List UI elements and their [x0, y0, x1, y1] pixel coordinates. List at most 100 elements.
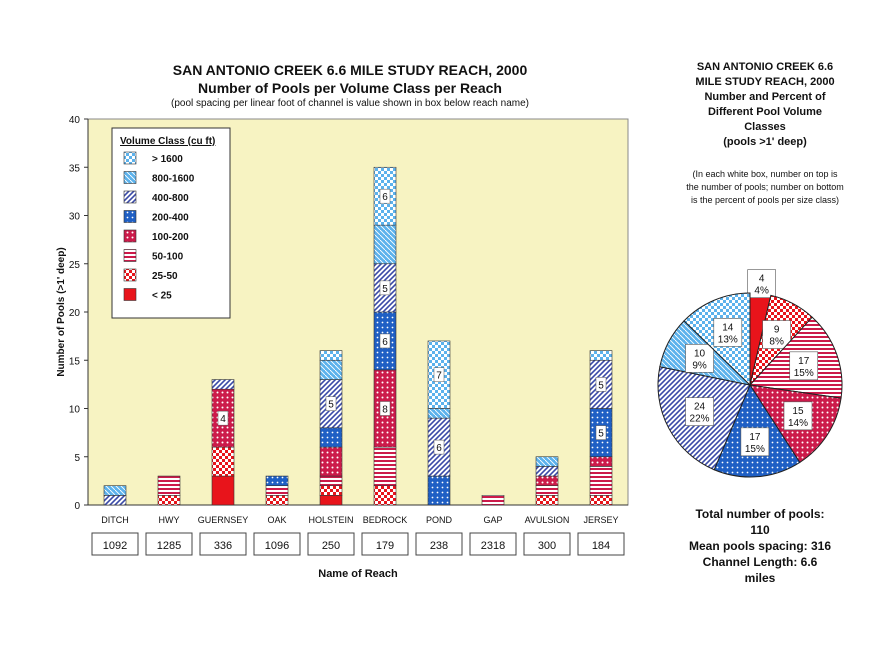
x-tick-label: POND — [426, 515, 453, 525]
x-tick-label: AVULSION — [525, 515, 570, 525]
pie-header: SAN ANTONIO CREEK 6.6 MILE STUDY REACH, … — [650, 60, 880, 207]
y-tick-label: 10 — [69, 405, 81, 416]
pie-note: (In each white box, number on top is the… — [686, 169, 844, 205]
summary-block: Total number of pools: 110 Mean pools sp… — [660, 506, 860, 586]
segment-label-box — [217, 410, 229, 426]
pie-label-percent: 14% — [788, 418, 808, 429]
chart-subtitle: Number of Pools per Volume Class per Rea… — [198, 80, 502, 96]
x-tick-label: HOLSTEIN — [308, 515, 353, 525]
spacing-value: 1285 — [157, 540, 181, 552]
legend-label: < 25 — [152, 291, 172, 302]
pie-label-percent: 8% — [769, 337, 784, 348]
spacing-box — [199, 532, 247, 556]
summary-total-label: Total number of pools: — [695, 507, 825, 521]
segment-label: 5 — [598, 429, 604, 440]
legend-swatch-400-800 — [123, 190, 137, 204]
y-tick-label: 15 — [69, 356, 81, 367]
pie-label-box — [740, 427, 770, 457]
segment-label-box — [433, 367, 445, 382]
pie-label-percent: 13% — [718, 334, 738, 345]
legend-swatch-gt-1600 — [123, 151, 137, 165]
segment-label-box — [433, 439, 445, 455]
pie-label-box — [789, 351, 819, 381]
bar-oak-200-400 — [265, 475, 289, 486]
spacing-value: 300 — [538, 540, 556, 552]
pie-label-box — [685, 344, 714, 373]
pie-label-percent: 15% — [794, 368, 814, 379]
pie-label-percent: 4% — [754, 286, 769, 297]
pie-label-box — [762, 320, 791, 349]
spacing-box — [577, 532, 625, 556]
legend-label: > 1600 — [152, 154, 183, 165]
spacing-value: 184 — [592, 540, 610, 552]
spacing-value: 336 — [214, 540, 232, 552]
y-tick-label: 25 — [69, 260, 81, 271]
pie-label-percent: 22% — [690, 414, 710, 425]
spacing-box — [361, 532, 409, 556]
spacing-value: 238 — [430, 540, 448, 552]
summary-total-value: 110 — [750, 523, 770, 537]
x-tick-label: GAP — [483, 515, 502, 525]
chart-note: (pool spacing per linear foot of channel… — [171, 98, 529, 109]
bar-guernsey-400-800 — [211, 379, 235, 390]
segment-label: 8 — [382, 405, 388, 416]
legend-label: 25-50 — [152, 271, 178, 282]
bar-jersey-gt-1600 — [589, 350, 613, 361]
pie-label-percent: 9% — [692, 360, 707, 371]
segment-label-box — [379, 280, 391, 296]
spacing-value: 179 — [376, 540, 394, 552]
legend-label: 200-400 — [152, 213, 189, 224]
y-tick-label: 40 — [69, 115, 81, 126]
x-tick-label: OAK — [267, 515, 286, 525]
x-tick-label: BEDROCK — [363, 515, 408, 525]
legend-label: 100-200 — [152, 232, 189, 243]
segment-label: 5 — [328, 400, 334, 411]
bar-ditch-800-1600 — [103, 485, 127, 496]
pie-label-percent: 15% — [745, 444, 765, 455]
segment-label: 4 — [220, 414, 226, 425]
x-tick-label: JERSEY — [583, 515, 618, 525]
legend-title: Volume Class (cu ft) — [120, 136, 215, 147]
segment-label-box — [379, 188, 391, 204]
spacing-box — [91, 532, 139, 556]
pie-label-box — [713, 318, 743, 347]
y-tick-label: 35 — [69, 163, 81, 174]
summary-length-unit: miles — [744, 571, 776, 585]
segment-label: 6 — [382, 337, 388, 348]
spacing-box — [307, 532, 355, 556]
summary-spacing: Mean pools spacing: 316 — [688, 539, 832, 553]
segment-label-box — [379, 401, 391, 416]
segment-label-box — [595, 377, 607, 392]
pie-title: SAN ANTONIO CREEK 6.6 MILE STUDY REACH, … — [695, 61, 835, 148]
legend-label: 50-100 — [152, 252, 184, 263]
bar-gap-50-100 — [481, 495, 505, 506]
spacing-value: 1096 — [265, 540, 289, 552]
summary-length: Channel Length: 6.6 — [702, 555, 818, 569]
bar-holstein-gt-1600 — [319, 350, 343, 361]
spacing-value: 2318 — [481, 540, 505, 552]
legend-swatch-200-400 — [123, 210, 137, 223]
y-tick-label: 5 — [74, 453, 80, 464]
pie-label-count: 15 — [792, 406, 804, 417]
bar-hwy-50-100 — [157, 475, 181, 496]
spacing-box — [145, 532, 193, 556]
spacing-box — [253, 532, 301, 556]
bar-avulsion-800-1600 — [535, 456, 559, 467]
segment-label: 5 — [382, 284, 388, 295]
legend-swatch-800-1600 — [123, 171, 137, 184]
segment-label: 6 — [382, 192, 388, 203]
y-tick-label: 20 — [69, 308, 81, 319]
legend-swatch-50-100 — [123, 249, 137, 262]
pie-label-box — [685, 397, 714, 426]
pie-label-count: 17 — [749, 432, 761, 443]
x-tick-label: HWY — [159, 515, 180, 525]
y-tick-label: 0 — [74, 501, 80, 512]
pie-label-count: 4 — [759, 274, 765, 285]
pie-label-count: 24 — [694, 402, 706, 413]
chart-title: SAN ANTONIO CREEK 6.6 MILE STUDY REACH, … — [172, 62, 528, 78]
spacing-box — [523, 532, 571, 556]
pie-label-count: 9 — [774, 325, 780, 336]
legend-label: 400-800 — [152, 193, 189, 204]
